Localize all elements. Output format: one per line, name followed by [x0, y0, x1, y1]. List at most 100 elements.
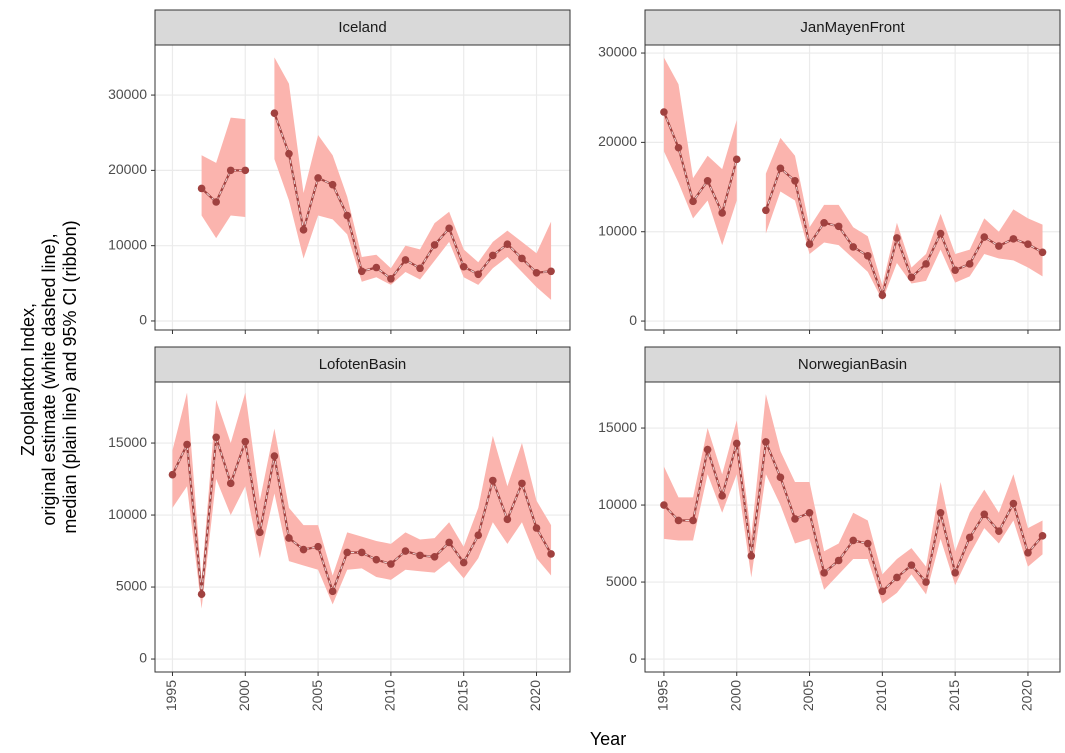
point — [1024, 240, 1032, 249]
point — [907, 273, 916, 282]
point — [401, 256, 410, 264]
y-tick-label: 10000 — [108, 236, 147, 252]
x-tick-label: 2020 — [527, 680, 543, 711]
panel-title: LofotenBasin — [319, 356, 407, 373]
y-tick-label: 15000 — [108, 434, 147, 450]
strip — [644, 9, 1061, 46]
point — [703, 176, 712, 185]
point — [922, 578, 930, 586]
point — [547, 550, 555, 558]
point — [212, 433, 220, 442]
point — [489, 251, 497, 260]
ci-ribbon — [172, 392, 552, 609]
x-tick-label: 2015 — [454, 680, 470, 711]
point — [674, 516, 683, 525]
point — [747, 552, 756, 560]
point — [791, 176, 799, 185]
y-tick-label: 10000 — [598, 496, 637, 512]
point — [474, 270, 483, 279]
point — [732, 155, 741, 164]
x-tick-label: 2010 — [382, 680, 398, 711]
point — [776, 473, 785, 482]
point — [820, 569, 828, 577]
point — [314, 542, 322, 551]
point — [674, 143, 683, 152]
point — [907, 561, 916, 569]
point — [357, 267, 366, 276]
point — [445, 224, 453, 233]
point — [328, 587, 337, 596]
y-tick-label: 5000 — [606, 573, 637, 589]
point — [1009, 235, 1018, 243]
point — [980, 233, 989, 241]
point — [878, 587, 887, 596]
y-tick-label: 0 — [629, 650, 637, 666]
point — [965, 260, 974, 268]
point — [532, 524, 541, 532]
point — [372, 555, 381, 564]
ci-ribbon — [274, 57, 552, 300]
point — [343, 548, 352, 557]
point — [1038, 532, 1047, 540]
ci-ribbon — [765, 137, 1043, 301]
point — [980, 510, 989, 519]
point — [1009, 499, 1018, 508]
point — [285, 150, 293, 158]
point — [762, 438, 770, 446]
point — [718, 492, 726, 500]
point — [893, 573, 901, 582]
point — [834, 556, 843, 565]
point — [689, 197, 697, 206]
x-tick-label: 2015 — [946, 680, 962, 711]
strip — [154, 9, 571, 46]
panel-title: Iceland — [338, 19, 386, 36]
point — [547, 267, 555, 276]
point — [241, 166, 250, 175]
point — [226, 479, 235, 488]
point — [951, 266, 959, 274]
y-axis-title-line: median (plain line) and 95% CI (ribbon) — [60, 220, 80, 533]
point — [474, 531, 483, 540]
x-tick-label: 2000 — [236, 680, 252, 711]
point — [660, 501, 668, 509]
panel-title: NorwegianBasin — [798, 356, 907, 373]
point — [878, 291, 887, 299]
point — [328, 180, 337, 189]
point — [518, 254, 526, 263]
x-tick-label: 2010 — [873, 680, 889, 711]
point — [503, 240, 512, 248]
point — [893, 234, 901, 242]
point — [863, 252, 872, 260]
x-tick-label: 2005 — [800, 680, 816, 711]
y-tick-label: 30000 — [598, 44, 637, 60]
point — [285, 534, 293, 542]
x-tick-label: 2000 — [727, 680, 743, 711]
point — [183, 440, 191, 449]
point — [299, 226, 308, 234]
point — [357, 548, 366, 557]
ci-ribbon — [663, 57, 737, 246]
point — [197, 184, 206, 193]
y-tick-label: 0 — [139, 312, 147, 328]
y-tick-label: 0 — [139, 650, 147, 666]
point — [212, 198, 220, 206]
point — [834, 222, 843, 231]
estimate-dashed-line — [172, 437, 552, 595]
y-axis-title-line: original estimate (white dashed line), — [39, 233, 59, 525]
point — [936, 508, 945, 517]
point — [241, 437, 250, 446]
y-tick-label: 20000 — [598, 133, 637, 149]
ci-ribbon — [201, 117, 246, 239]
point — [995, 242, 1003, 250]
panel-title: JanMayenFront — [800, 19, 905, 36]
point — [416, 264, 424, 273]
point — [343, 211, 352, 220]
point — [995, 527, 1003, 536]
point — [416, 551, 424, 560]
x-axis-title: Year — [590, 729, 626, 749]
point — [445, 538, 453, 547]
point — [820, 218, 828, 227]
point — [314, 174, 322, 182]
y-tick-label: 5000 — [116, 578, 147, 594]
